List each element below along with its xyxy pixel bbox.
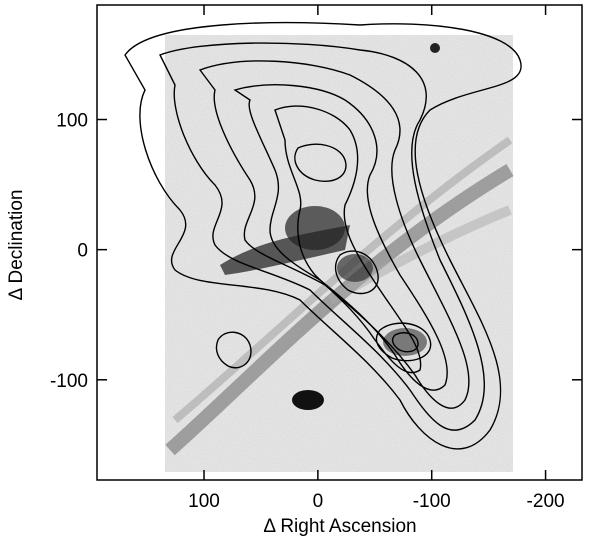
contour (375, 322, 432, 362)
contour (159, 42, 485, 431)
contour (198, 60, 470, 409)
x-tick-label: 0 (313, 491, 324, 512)
contours (124, 21, 522, 450)
dark-feature (285, 206, 345, 250)
contour (334, 250, 379, 295)
dark-feature (337, 254, 373, 282)
contour (233, 84, 448, 391)
contour (274, 105, 422, 374)
y-tick-label: 100 (56, 111, 88, 132)
contour (124, 21, 522, 450)
contour (215, 331, 252, 369)
dark-feature (292, 390, 324, 410)
x-tick-label: -200 (527, 491, 565, 512)
y-tick-label: -100 (50, 371, 88, 392)
x-tick-label: -100 (413, 491, 451, 512)
dust-lane (172, 136, 513, 424)
y-tick-label: 0 (77, 241, 88, 262)
x-axis-title: Δ Right Ascension (263, 516, 416, 537)
dust-lane (165, 163, 514, 456)
contour (391, 332, 419, 353)
plot-frame (96, 4, 583, 481)
y-axis-title: Δ Declination (6, 190, 27, 301)
star (430, 43, 440, 53)
contour (294, 143, 347, 182)
dust-lane (327, 205, 512, 305)
x-tick-label: 100 (188, 491, 220, 512)
image-layer (165, 35, 514, 472)
